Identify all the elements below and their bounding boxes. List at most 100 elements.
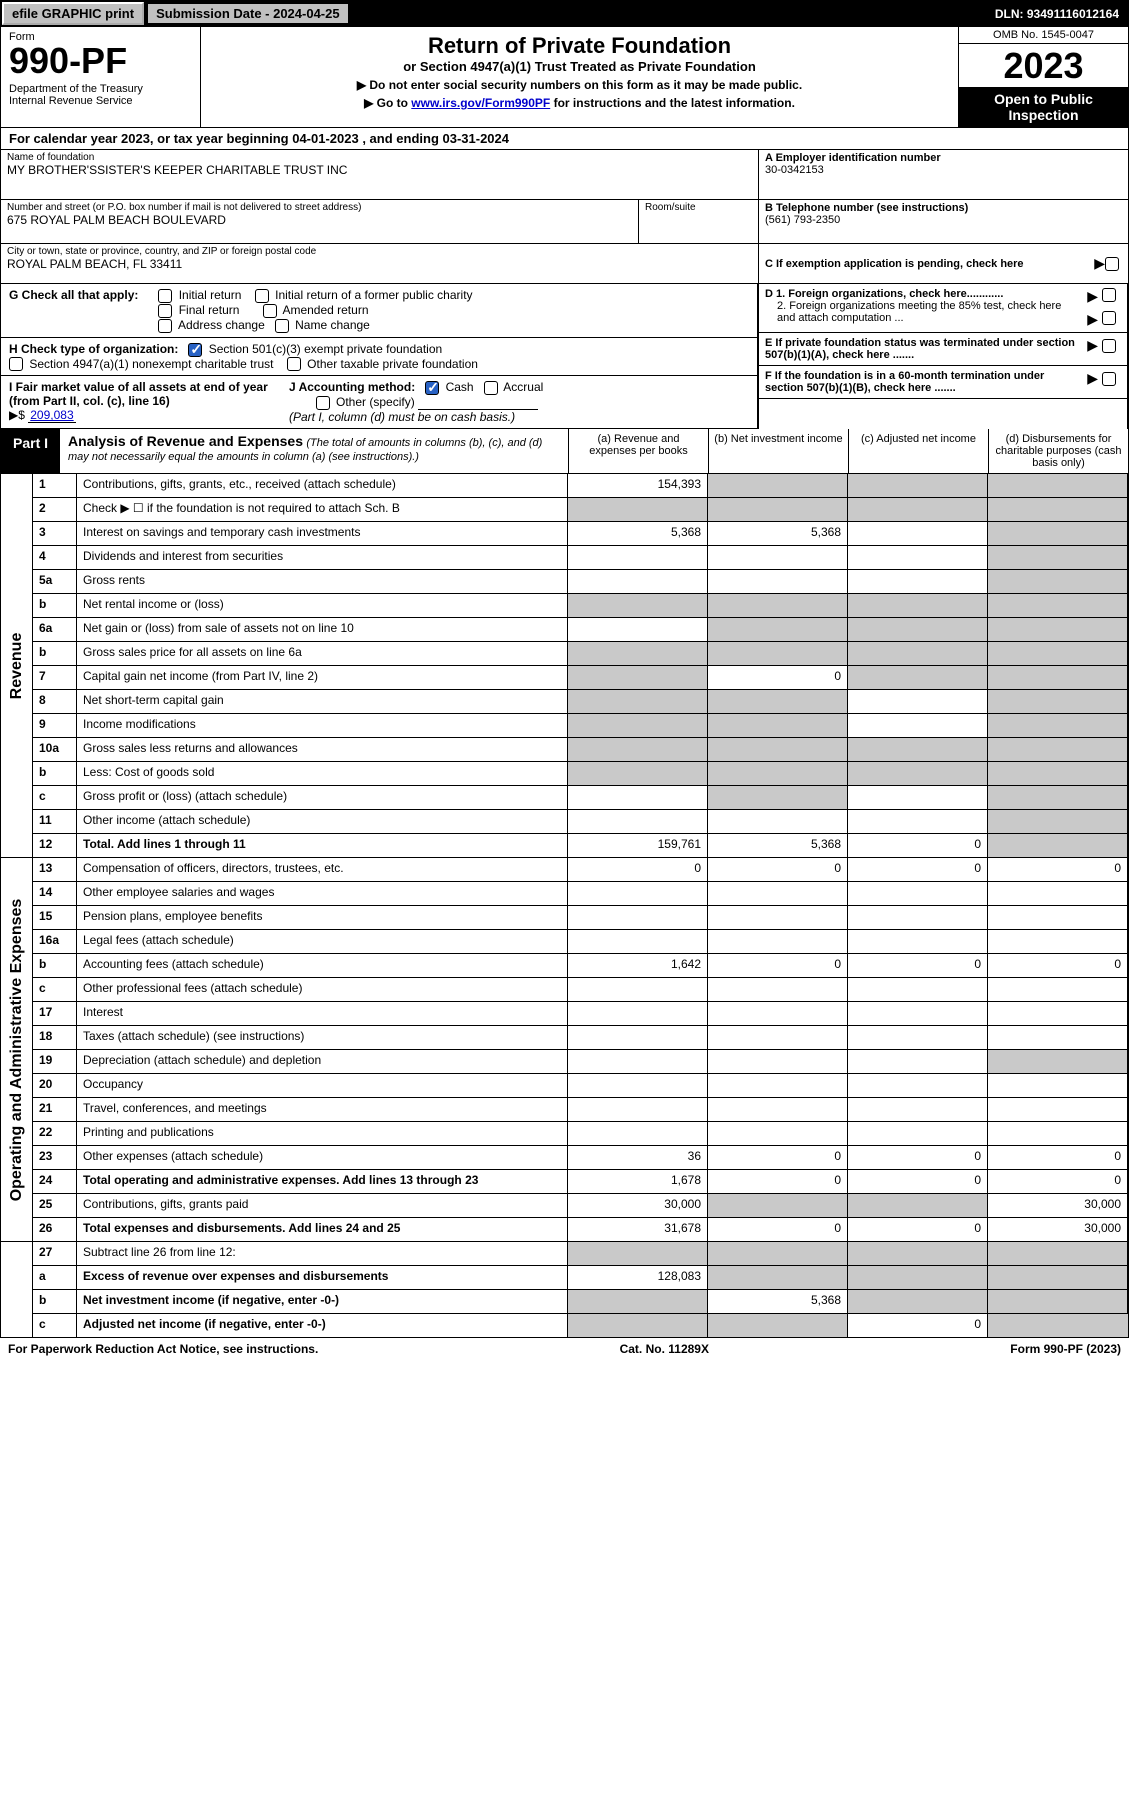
cell-c <box>848 642 988 666</box>
cell-d: 0 <box>988 1170 1128 1194</box>
cell-c <box>848 1242 988 1266</box>
cell-c <box>848 1050 988 1074</box>
cell-d <box>988 1314 1128 1338</box>
e-checkbox[interactable] <box>1102 339 1116 353</box>
cell-a: 128,083 <box>568 1266 708 1290</box>
cell-b <box>708 1002 848 1026</box>
cell-b <box>708 1050 848 1074</box>
line-number: 24 <box>33 1170 77 1194</box>
line-desc: Occupancy <box>77 1074 568 1098</box>
cell-b: 0 <box>708 954 848 978</box>
g-address-checkbox[interactable] <box>158 319 172 333</box>
ein-value: 30-0342153 <box>765 164 1122 176</box>
cell-b <box>708 810 848 834</box>
footer-mid: Cat. No. 11289X <box>620 1342 709 1356</box>
j-other-checkbox[interactable] <box>316 396 330 410</box>
j-accrual-checkbox[interactable] <box>484 381 498 395</box>
j-cash-checkbox[interactable] <box>425 381 439 395</box>
page-footer: For Paperwork Reduction Act Notice, see … <box>0 1338 1129 1360</box>
cell-a: 154,393 <box>568 474 708 498</box>
cell-c <box>848 738 988 762</box>
cell-c: 0 <box>848 1146 988 1170</box>
line-desc: Gross sales less returns and allowances <box>77 738 568 762</box>
name-label: Name of foundation <box>7 152 752 163</box>
line-number: b <box>33 954 77 978</box>
d1-checkbox[interactable] <box>1102 288 1116 302</box>
line-number: 3 <box>33 522 77 546</box>
line-number: 12 <box>33 834 77 858</box>
line-desc: Net short-term capital gain <box>77 690 568 714</box>
cell-a <box>568 1122 708 1146</box>
cell-d <box>988 498 1128 522</box>
arrow-icon: ▶ <box>1087 288 1098 305</box>
form990pf-link[interactable]: www.irs.gov/Form990PF <box>411 96 550 110</box>
cell-a <box>568 714 708 738</box>
d2-checkbox[interactable] <box>1102 311 1116 325</box>
cell-b <box>708 1242 848 1266</box>
line-number: c <box>33 1314 77 1338</box>
h-opt1: Section 501(c)(3) exempt private foundat… <box>209 342 442 356</box>
tel-value: (561) 793-2350 <box>765 214 1122 226</box>
line-number: 11 <box>33 810 77 834</box>
cell-a <box>568 498 708 522</box>
cell-d <box>988 978 1128 1002</box>
cell-b <box>708 978 848 1002</box>
fmv-value[interactable]: 209,083 <box>28 408 75 423</box>
e-label: E If private foundation status was termi… <box>765 337 1079 361</box>
cell-d <box>988 474 1128 498</box>
cell-a <box>568 642 708 666</box>
cell-a: 159,761 <box>568 834 708 858</box>
f-checkbox[interactable] <box>1102 372 1116 386</box>
line-number: b <box>33 642 77 666</box>
g-initial-former-checkbox[interactable] <box>255 289 269 303</box>
cell-c <box>848 522 988 546</box>
cell-d <box>988 930 1128 954</box>
g-amended-checkbox[interactable] <box>263 304 277 318</box>
ein-label: A Employer identification number <box>765 152 1122 164</box>
h-other-checkbox[interactable] <box>287 357 301 371</box>
instr-goto: ▶ Go to www.irs.gov/Form990PF for instru… <box>209 96 950 110</box>
cell-c <box>848 1074 988 1098</box>
cell-c <box>848 570 988 594</box>
tel-label: B Telephone number (see instructions) <box>765 202 1122 214</box>
cell-a: 0 <box>568 858 708 882</box>
cell-d: 0 <box>988 954 1128 978</box>
cell-a <box>568 786 708 810</box>
h-501c3-checkbox[interactable] <box>188 343 202 357</box>
cell-b: 5,368 <box>708 834 848 858</box>
line-desc: Total. Add lines 1 through 11 <box>77 834 568 858</box>
cell-b <box>708 1122 848 1146</box>
form-title: Return of Private Foundation <box>209 33 950 59</box>
g-final-checkbox[interactable] <box>158 304 172 318</box>
line-desc: Contributions, gifts, grants paid <box>77 1194 568 1218</box>
cell-a <box>568 1026 708 1050</box>
cell-b <box>708 642 848 666</box>
line-desc: Subtract line 26 from line 12: <box>77 1242 568 1266</box>
footer-right: Form 990-PF (2023) <box>1010 1342 1121 1356</box>
line-desc: Less: Cost of goods sold <box>77 762 568 786</box>
c-checkbox[interactable] <box>1105 257 1119 271</box>
cell-b <box>708 738 848 762</box>
cell-a <box>568 570 708 594</box>
line-number: 17 <box>33 1002 77 1026</box>
cell-b <box>708 1098 848 1122</box>
g-label: G Check all that apply: <box>9 288 138 332</box>
efile-print-button[interactable]: efile GRAPHIC print <box>2 2 144 25</box>
cell-d: 30,000 <box>988 1194 1128 1218</box>
g-initial-checkbox[interactable] <box>158 289 172 303</box>
cell-c <box>848 906 988 930</box>
g-opt-address: Address change <box>178 318 265 332</box>
cell-d <box>988 786 1128 810</box>
h-4947-checkbox[interactable] <box>9 357 23 371</box>
line-number: 1 <box>33 474 77 498</box>
line-desc: Gross sales price for all assets on line… <box>77 642 568 666</box>
line-desc: Total expenses and disbursements. Add li… <box>77 1218 568 1242</box>
g-name-checkbox[interactable] <box>275 319 289 333</box>
arrow-icon: ▶ <box>1087 370 1098 387</box>
cell-b: 0 <box>708 666 848 690</box>
cell-d <box>988 1074 1128 1098</box>
city-value: ROYAL PALM BEACH, FL 33411 <box>7 257 752 271</box>
col-b-header: (b) Net investment income <box>708 429 848 473</box>
cell-b <box>708 498 848 522</box>
cell-d: 30,000 <box>988 1218 1128 1242</box>
